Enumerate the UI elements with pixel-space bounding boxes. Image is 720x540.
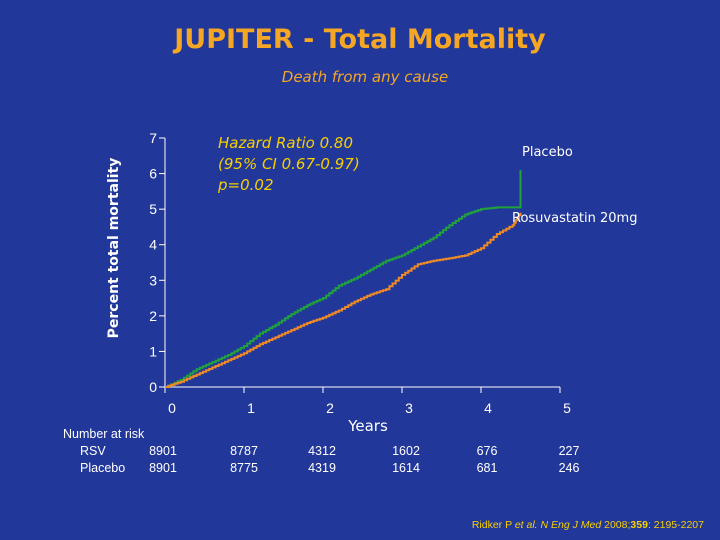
x-tick-label: 2 <box>326 400 334 416</box>
y-tick-label: 0 <box>149 379 157 395</box>
x-tick-label: 4 <box>484 400 492 416</box>
y-tick-label: 7 <box>149 130 157 146</box>
y-tick-label: 4 <box>149 237 157 253</box>
y-tick-label: 2 <box>149 308 157 324</box>
y-tick-label: 1 <box>149 343 157 359</box>
chart-series <box>165 170 522 388</box>
citation: Ridker P et al. N Eng J Med 2008;359: 21… <box>472 519 704 531</box>
hazard-ratio-line-2: (95% CI 0.67-0.97) <box>218 155 360 173</box>
page-title: JUPITER - Total Mortality <box>174 24 546 55</box>
x-tick-label: 0 <box>168 400 176 416</box>
hazard-ratio-line-3: p=0.02 <box>217 176 274 194</box>
y-tick-label: 3 <box>149 272 157 288</box>
x-tick-label: 1 <box>247 400 255 416</box>
chart-labels: Placebo Rosuvastatin 20mg Hazard Ratio 0.8… <box>217 134 637 226</box>
citation-journal: N Eng J Med <box>540 519 602 531</box>
citation-volume: 359 <box>630 519 648 531</box>
placebo-line <box>165 170 522 388</box>
series-label-rosuvastatin: Rosuvastatin 20mg <box>512 211 637 226</box>
citation-etal: et al. <box>514 519 538 531</box>
y-tick-label: 5 <box>149 201 157 217</box>
y-tick-label: 6 <box>149 166 157 182</box>
chart-axes: 0 1 2 3 4 5 6 7 0 1 2 3 4 5 Years Percent total mortali… <box>106 130 571 435</box>
y-axis-label: Percent total mortality <box>106 158 122 339</box>
x-tick-label: 3 <box>405 400 413 416</box>
x-tick-label: 5 <box>563 400 571 416</box>
hazard-ratio-line-1: Hazard Ratio 0.80 <box>218 134 353 152</box>
citation-year: 2008; <box>604 519 631 531</box>
series-label-placebo: Placebo <box>522 145 573 160</box>
chart-subtitle: Death from any cause <box>281 68 449 86</box>
citation-pages: : 2195-2207 <box>647 519 704 531</box>
x-axis-label: Years <box>347 417 388 435</box>
citation-authors: Ridker P <box>471 519 512 531</box>
rosuvastatin-line <box>165 212 522 388</box>
